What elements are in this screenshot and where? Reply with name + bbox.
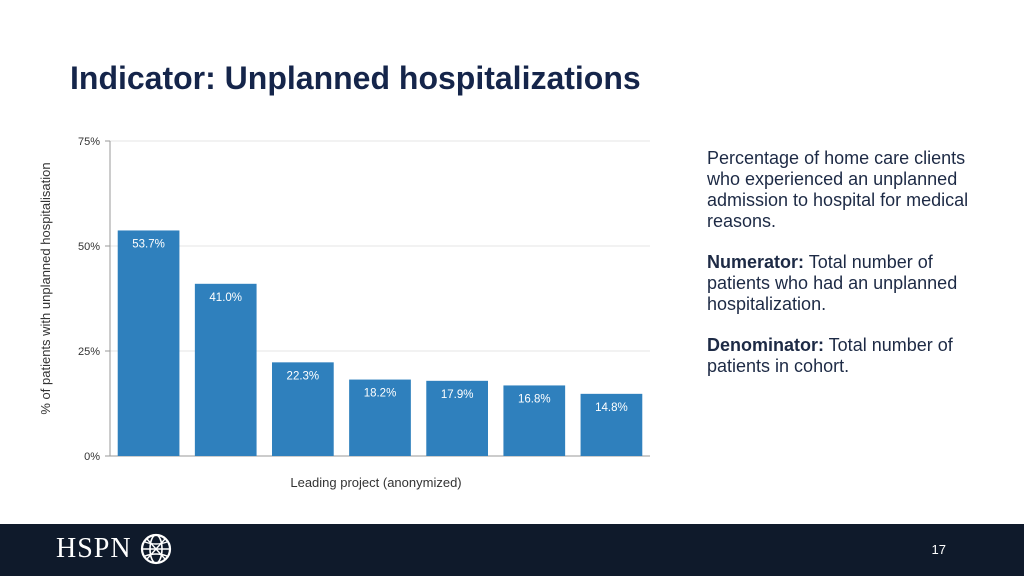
globe-icon bbox=[140, 533, 171, 565]
denominator-text: Total number of patients in cohort. bbox=[707, 335, 953, 376]
bar-value-label: 17.9% bbox=[441, 389, 474, 401]
bar bbox=[426, 380, 488, 456]
y-tick-label: 75% bbox=[78, 136, 100, 148]
indicator-description: Percentage of home care clients who expe… bbox=[707, 148, 997, 397]
bar bbox=[117, 230, 180, 456]
y-tick-label: 25% bbox=[78, 346, 100, 358]
bar bbox=[194, 283, 257, 456]
slide-title: Indicator: Unplanned hospitalizations bbox=[70, 60, 641, 96]
bar bbox=[272, 362, 334, 456]
bar-value-label: 41.0% bbox=[209, 292, 242, 304]
logo-text: HSPN bbox=[56, 533, 132, 564]
numerator-definition: Numerator: Total number of patients who … bbox=[707, 252, 997, 315]
y-axis-title: % of patients with unplanned hospitalisa… bbox=[38, 162, 53, 414]
bar-value-label: 18.2% bbox=[364, 388, 397, 400]
numerator-text: Total number of patients who had an unpl… bbox=[707, 252, 958, 314]
numerator-label: Numerator: bbox=[707, 252, 805, 272]
description-intro: Percentage of home care clients who expe… bbox=[707, 148, 969, 231]
bar bbox=[503, 385, 566, 456]
bar bbox=[349, 379, 411, 456]
page-number: 17 bbox=[931, 542, 946, 557]
bar-value-label: 16.8% bbox=[518, 393, 551, 405]
bar-value-label: 14.8% bbox=[595, 402, 628, 414]
y-tick-label: 0% bbox=[84, 451, 100, 463]
bar-value-label: 53.7% bbox=[132, 238, 165, 250]
denominator-label: Denominator: bbox=[707, 335, 824, 355]
bar bbox=[580, 393, 643, 456]
denominator-definition: Denominator: Total number of patients in… bbox=[707, 335, 997, 377]
bar-value-label: 22.3% bbox=[287, 370, 320, 382]
footer-bar: HSPN 17 bbox=[0, 524, 1024, 576]
x-axis-title: Leading project (anonymized) bbox=[290, 475, 461, 490]
bar-chart: 0% 25% 50% 75% 53.7% 41.0% 22.3% 18.2% 17.9% 16.8… bbox=[38, 136, 650, 490]
hspn-logo: HSPN bbox=[56, 533, 172, 565]
y-tick-label: 50% bbox=[78, 241, 100, 253]
